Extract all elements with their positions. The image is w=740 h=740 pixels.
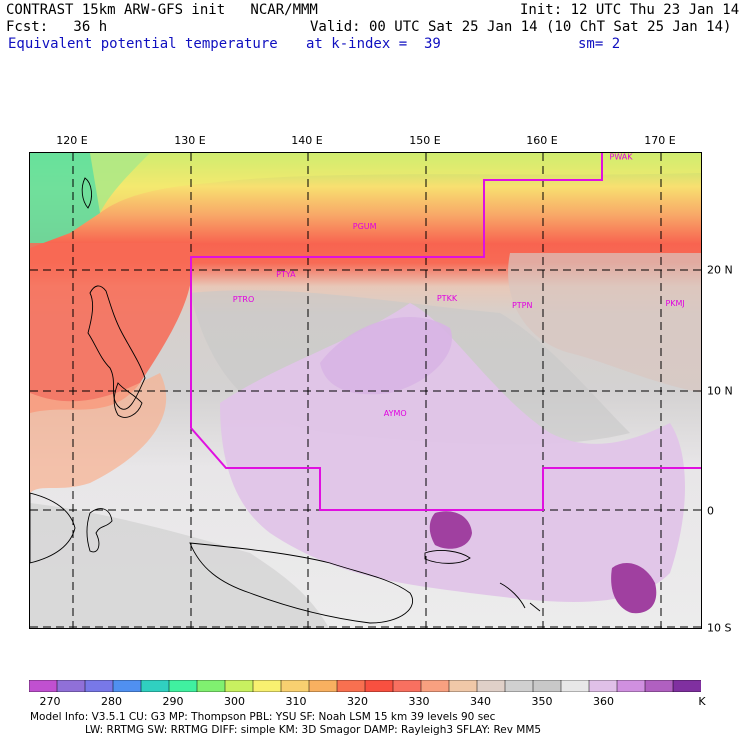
lon-label-170: 170 E xyxy=(644,134,676,147)
header-init-time: Init: 12 UTC Thu 23 Jan 14 xyxy=(520,2,740,18)
colorbar-swatch xyxy=(504,680,534,692)
colorbar-swatch xyxy=(392,680,422,692)
lon-label-130: 130 E xyxy=(174,134,206,147)
colorbar-label-280: 280 xyxy=(101,695,122,708)
header-forecast-hour: Fcst: 36 h xyxy=(6,19,108,35)
lilac-guam-region xyxy=(320,316,452,395)
station-label-aymo: AYMO xyxy=(384,409,407,418)
colorbar-swatch xyxy=(280,680,310,692)
colorbar-swatch xyxy=(476,680,506,692)
colorbar-swatch xyxy=(420,680,450,692)
colorbar-swatch xyxy=(672,680,701,692)
lat-label-20n: 20 N xyxy=(707,263,733,277)
colorbar-swatch xyxy=(560,680,590,692)
theta-e-map: PWAK PGUM PTYA PTRO PTKK PTPN PKMJ AYMO xyxy=(29,152,702,629)
colorbar-label-340: 340 xyxy=(470,695,491,708)
colorbar-swatch xyxy=(336,680,366,692)
taiwan-coast xyxy=(81,177,92,209)
colorbar-label-360: 360 xyxy=(593,695,614,708)
lat-label-0: 0 xyxy=(707,504,714,518)
lon-label-140: 140 E xyxy=(291,134,323,147)
colorbar-swatch xyxy=(364,680,394,692)
colorbar-swatch xyxy=(308,680,338,692)
station-label-ptkk: PTKK xyxy=(437,294,458,303)
colorbar-swatch xyxy=(252,680,282,692)
colorbar-label-350: 350 xyxy=(531,695,553,708)
lat-label-10n: 10 N xyxy=(707,384,733,398)
footer-model-info: Model Info: V3.5.1 CU: G3 MP: Thompson P… xyxy=(30,711,496,723)
station-labels: PWAK PGUM PTYA PTRO PTKK PTPN PKMJ AYMO xyxy=(233,153,685,418)
new-britain-coast xyxy=(424,550,471,564)
field-level: at k-index = 39 xyxy=(306,36,441,52)
domain-boundary xyxy=(190,153,701,511)
tan-northeast xyxy=(508,253,701,393)
station-label-ptya: PTYA xyxy=(276,270,296,279)
colorbar-swatch xyxy=(448,680,478,692)
colorbar-unit: K xyxy=(698,695,706,708)
station-label-ptro: PTRO xyxy=(233,295,255,304)
solomon-islands xyxy=(499,582,541,612)
station-label-pkmj: PKMJ xyxy=(665,299,684,308)
header-line1-left: CONTRAST 15km ARW-GFS init NCAR/MMM xyxy=(6,2,318,18)
station-label-pgum: PGUM xyxy=(353,222,377,231)
colorbar-label-290: 290 xyxy=(162,695,184,708)
mindanao-coast xyxy=(113,382,143,418)
colorbar xyxy=(29,680,701,692)
colorbar-swatch xyxy=(29,680,58,692)
station-label-pwak: PWAK xyxy=(610,153,634,161)
coastlines xyxy=(30,177,541,624)
cool-yellow-strip xyxy=(90,153,701,213)
colorbar-swatch xyxy=(224,680,254,692)
dark-purple-blob-1 xyxy=(429,511,472,549)
colorbar-label-270: 270 xyxy=(39,695,61,708)
dark-purple-blob-2 xyxy=(611,563,657,614)
philippines-coast xyxy=(87,285,146,410)
lon-label-150: 150 E xyxy=(409,134,441,147)
colorbar-swatch xyxy=(532,680,562,692)
lon-label-120: 120 E xyxy=(56,134,88,147)
field-name: Equivalent potential temperature xyxy=(8,36,278,52)
gray-southwest xyxy=(30,503,329,628)
warm-philippines-tongue xyxy=(30,243,193,413)
colorbar-swatch xyxy=(168,680,198,692)
colorbar-swatch xyxy=(56,680,86,692)
colorbar-swatch xyxy=(140,680,170,692)
sulawesi-coast xyxy=(86,508,113,553)
colorbar-swatch xyxy=(196,680,226,692)
colorbar-label-310: 310 xyxy=(285,695,307,708)
colorbar-label-330: 330 xyxy=(408,695,430,708)
station-label-ptpn: PTPN xyxy=(512,301,533,310)
footer-physics-info: LW: RRTMG SW: RRTMG DIFF: simple KM: 3D … xyxy=(85,724,542,736)
colorbar-swatch xyxy=(84,680,114,692)
colorbar-swatch xyxy=(616,680,646,692)
lon-label-160: 160 E xyxy=(526,134,558,147)
colorbar-swatch xyxy=(588,680,618,692)
new-guinea-coast xyxy=(189,542,413,624)
colorbar-swatch xyxy=(644,680,674,692)
field-smoothing: sm= 2 xyxy=(578,36,621,52)
colorbar-swatch xyxy=(112,680,142,692)
colorbar-label-300: 300 xyxy=(224,695,245,708)
borneo-coast xyxy=(30,492,76,564)
header-valid-time: Valid: 00 UTC Sat 25 Jan 14 (10 ChT Sat … xyxy=(310,19,732,35)
colorbar-label-320: 320 xyxy=(347,695,368,708)
lat-label-10s: 10 S xyxy=(707,621,732,635)
